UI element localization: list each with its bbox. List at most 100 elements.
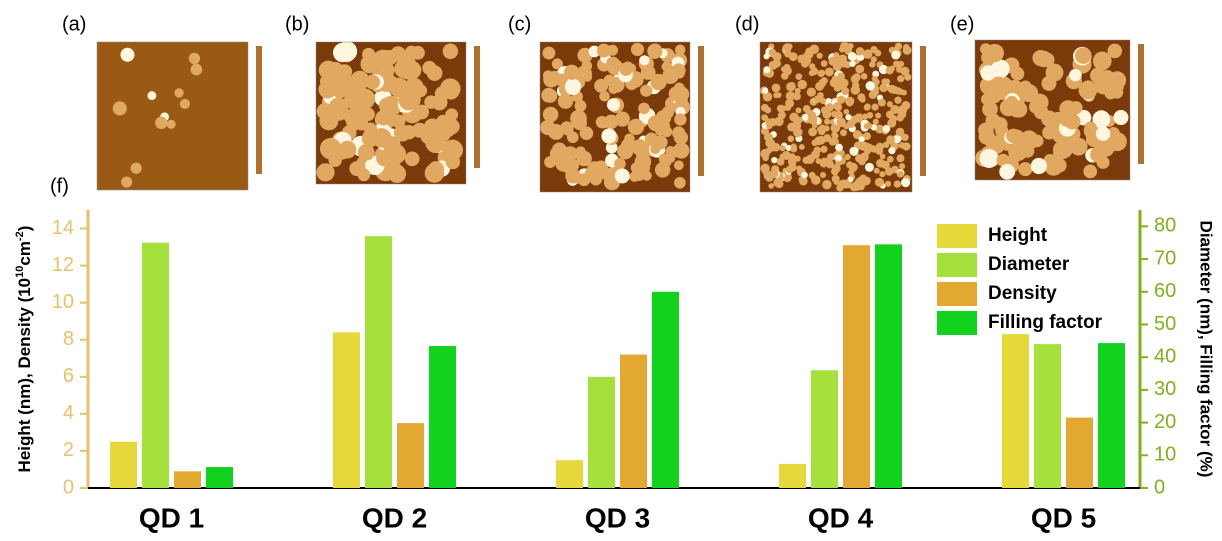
afm-grain	[837, 82, 845, 90]
afm-grain	[333, 84, 347, 99]
afm-grain	[859, 96, 866, 103]
afm-grain	[188, 52, 201, 65]
afm-grain	[879, 83, 888, 93]
afm-grain	[566, 131, 579, 144]
afm-grain	[606, 98, 621, 112]
afm-grain	[588, 45, 601, 58]
afm-grain	[845, 114, 852, 121]
afm-grain	[779, 153, 786, 161]
afm-grain	[1078, 80, 1098, 100]
afm-image	[539, 41, 704, 193]
afm-grain	[815, 158, 822, 164]
afm-grain	[674, 113, 687, 126]
y-tick-label: 0	[63, 476, 74, 498]
afm-grain	[606, 56, 620, 70]
afm-grain	[672, 86, 690, 103]
afm-colorbar	[698, 46, 704, 176]
afm-grain	[901, 178, 911, 188]
afm-grain	[891, 50, 901, 60]
afm-grain	[377, 112, 390, 126]
afm-grain	[602, 168, 617, 183]
afm-grain	[831, 131, 838, 138]
afm-grain	[824, 67, 834, 77]
afm-grain	[869, 61, 876, 68]
afm-grain	[849, 60, 856, 67]
y2-tick-label: 60	[1154, 280, 1176, 302]
afm-grain	[179, 98, 190, 109]
afm-grain	[871, 103, 879, 111]
x-tick-label: QD 3	[585, 502, 650, 533]
afm-grain	[787, 81, 796, 91]
afm-grain	[860, 72, 868, 80]
afm-grain	[661, 126, 673, 138]
afm-grain	[112, 101, 127, 116]
afm-grain	[811, 175, 821, 185]
afm-frame	[96, 41, 249, 191]
panel-label: (c)	[508, 13, 531, 35]
y-tick-label: 4	[63, 402, 74, 424]
afm-grain	[802, 52, 809, 59]
afm-grain	[779, 145, 786, 152]
afm-grain	[639, 55, 650, 66]
afm-background	[97, 42, 248, 190]
afm-grain	[835, 154, 842, 162]
afm-image	[974, 39, 1144, 181]
afm-grain	[1083, 164, 1098, 179]
afm-grain	[855, 64, 865, 74]
afm-grain	[674, 44, 686, 55]
y-tick-label: 2	[63, 439, 74, 461]
y2-axis-label: Diameter (nm), Filling factor (%)	[1197, 221, 1216, 478]
afm-grain	[870, 56, 877, 63]
afm-grain	[818, 79, 827, 88]
afm-grain	[328, 97, 349, 117]
afm-grain	[877, 98, 886, 107]
afm-grain	[996, 153, 1010, 167]
afm-grain	[653, 135, 668, 150]
afm-grain	[607, 44, 619, 56]
afm-grain	[840, 129, 848, 137]
afm-grain	[820, 145, 828, 153]
afm-grain	[1108, 71, 1127, 90]
afm-grain	[624, 133, 635, 145]
afm-grain	[760, 163, 770, 174]
afm-colorbar	[1138, 44, 1144, 164]
afm-grain	[810, 67, 819, 76]
afm-grain	[893, 60, 901, 68]
afm-grain	[819, 124, 826, 132]
afm-grain	[595, 115, 609, 129]
afm-grain	[822, 109, 832, 119]
afm-grain	[388, 161, 402, 175]
bar	[174, 471, 201, 488]
afm-grain	[673, 160, 684, 171]
afm-grain	[763, 66, 771, 74]
afm-grain	[882, 141, 890, 148]
afm-grain	[799, 176, 808, 186]
afm-grain	[440, 78, 461, 99]
afm-grain	[852, 73, 861, 82]
afm-grain	[825, 103, 834, 112]
afm-grain	[801, 113, 809, 122]
afm-grain	[351, 104, 365, 118]
afm-grain	[833, 102, 841, 110]
afm-grain	[445, 154, 461, 170]
afm-frame	[315, 41, 467, 185]
afm-grain	[641, 170, 652, 181]
afm-grain	[599, 90, 610, 102]
panel-label: (e)	[950, 13, 974, 35]
afm-grain	[350, 70, 370, 90]
afm-grain	[979, 43, 992, 55]
afm-grain	[820, 60, 828, 67]
afm-grain	[1041, 75, 1057, 91]
afm-grain	[901, 133, 909, 142]
x-tick-label: QD 4	[808, 502, 874, 533]
y-tick-label: 14	[52, 217, 74, 239]
afm-grain	[900, 66, 910, 76]
afm-grain	[614, 157, 626, 170]
afm-grain	[120, 47, 135, 62]
afm-grain	[605, 141, 618, 154]
afm-grain	[864, 162, 874, 172]
afm-grain	[893, 180, 901, 188]
afm-grain	[828, 137, 837, 146]
afm-grain	[764, 106, 772, 114]
afm-grain	[404, 151, 420, 167]
